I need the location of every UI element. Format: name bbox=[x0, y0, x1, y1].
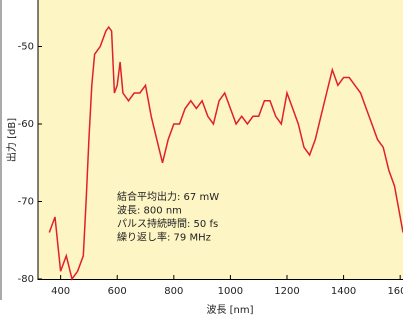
x-tick-label: 1200 bbox=[274, 286, 299, 297]
annotation: 結合平均出力: 67 mW bbox=[117, 190, 219, 203]
annotation: 波長: 800 nm bbox=[117, 204, 182, 217]
annotation: パルス持続時間: 50 fs bbox=[117, 217, 218, 230]
y-tick-label: -60 bbox=[18, 119, 34, 130]
x-tick-label: 1000 bbox=[218, 286, 243, 297]
x-axis-label: 波長 [nm] bbox=[206, 303, 253, 316]
annotation: 繰り返し率: 79 MHz bbox=[117, 231, 211, 244]
y-tick-label: -70 bbox=[18, 197, 34, 208]
data-line bbox=[48, 25, 403, 281]
x-tick-label: 800 bbox=[164, 286, 183, 297]
y-axis-label: 出力 [dB] bbox=[5, 118, 18, 162]
x-tick-label: 1400 bbox=[331, 286, 356, 297]
x-tick-label: 400 bbox=[51, 286, 70, 297]
y-tick-label: -80 bbox=[18, 274, 34, 285]
y-tick-label: -50 bbox=[18, 42, 34, 53]
x-tick-label: 1600 bbox=[387, 286, 403, 297]
plot-background bbox=[38, 0, 403, 280]
x-tick-label: 600 bbox=[108, 286, 127, 297]
